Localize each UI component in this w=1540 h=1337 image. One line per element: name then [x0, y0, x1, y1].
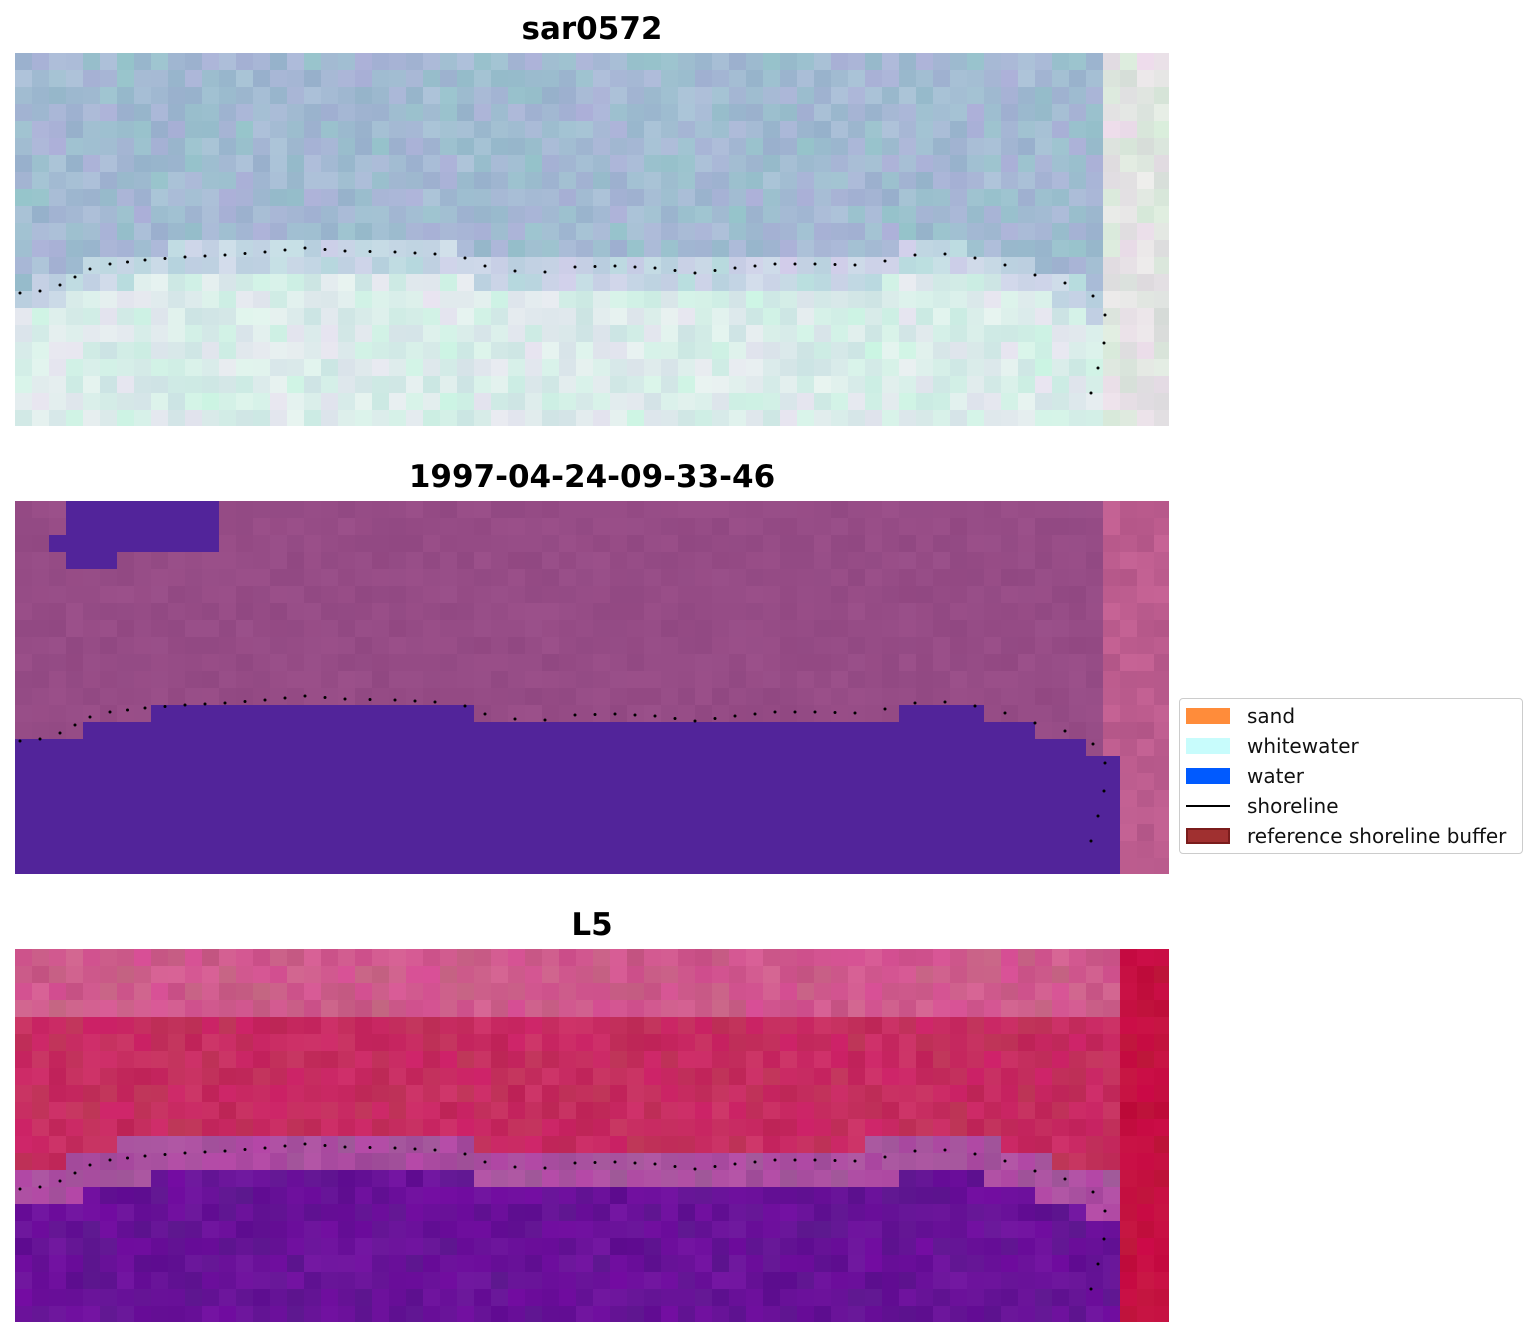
- legend-item-shoreline: shoreline: [1186, 794, 1339, 818]
- legend-item-water: water: [1186, 764, 1304, 788]
- legend-label: whitewater: [1247, 734, 1359, 758]
- legend-label: sand: [1247, 704, 1296, 728]
- legend-label: reference shoreline buffer: [1247, 824, 1507, 848]
- l5-pixel-grid: [15, 949, 1169, 1322]
- sar-pixel-grid: [15, 53, 1169, 426]
- shoreline-sar: [18, 246, 1107, 395]
- shoreline-line-icon: [1186, 805, 1230, 807]
- legend-label: shoreline: [1247, 794, 1339, 818]
- legend-item-sand: sand: [1186, 704, 1296, 728]
- sand-swatch-icon: [1186, 708, 1230, 724]
- reference-buffer-swatch-icon: [1186, 828, 1230, 844]
- legend-label: water: [1247, 764, 1304, 788]
- whitewater-swatch-icon: [1186, 738, 1230, 754]
- classified-image-canvas: [15, 501, 1169, 874]
- sar-image-canvas: [15, 53, 1169, 426]
- l5-index-image: [15, 949, 1169, 1322]
- panel-title-l5: L5: [571, 907, 613, 943]
- shoreline-l5: [18, 1142, 1107, 1291]
- l5-image-canvas: [15, 949, 1169, 1322]
- legend-item-whitewater: whitewater: [1186, 734, 1359, 758]
- classified-image: [15, 501, 1169, 874]
- panel-title-date: 1997-04-24-09-33-46: [408, 459, 776, 495]
- shoreline-classified: [18, 694, 1107, 843]
- legend-item-reference-buffer: reference shoreline buffer: [1186, 824, 1507, 848]
- legend: sand whitewater water shoreline referenc…: [1179, 698, 1523, 854]
- water-swatch-icon: [1186, 768, 1230, 784]
- sar-rgb-image: [15, 53, 1169, 426]
- panel-title-sar: sar0572: [521, 11, 663, 47]
- classified-pixel-grid: [15, 501, 1169, 874]
